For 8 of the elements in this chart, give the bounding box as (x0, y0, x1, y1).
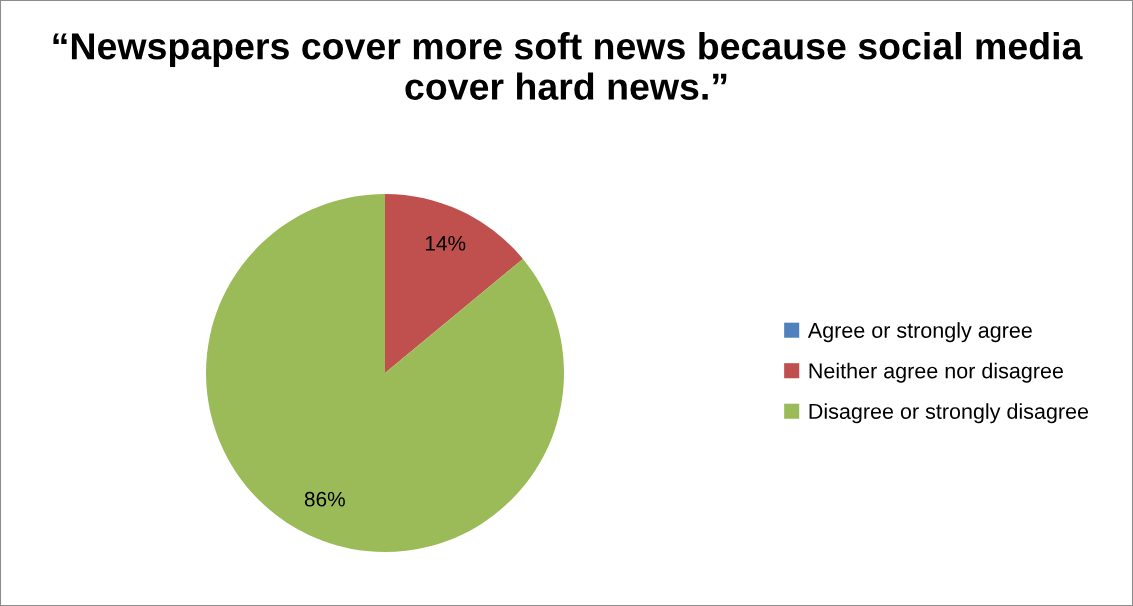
legend-label: Agree or strongly agree (807, 322, 1032, 343)
legend-label: Neither agree nor disagree (809, 362, 1063, 383)
pie-slice (385, 194, 523, 373)
chart-title: “Newspapers cover more soft news because social media cover hard news.” (53, 32, 1083, 100)
data-label: 14% (425, 235, 466, 251)
pie-slice (206, 194, 564, 552)
data-label: 86% (304, 491, 345, 507)
legend-label: Disagree or strongly disagree (809, 403, 1089, 424)
